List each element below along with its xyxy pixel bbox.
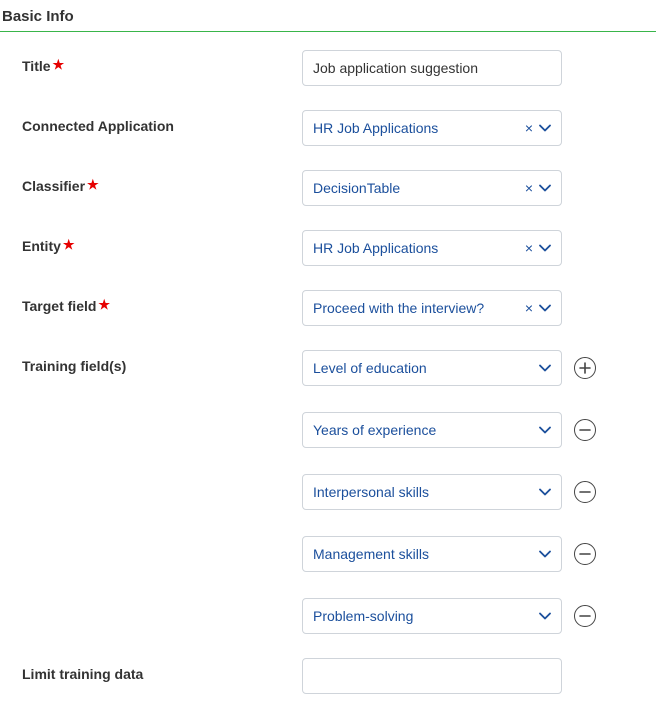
label-entity-text: Entity — [22, 238, 61, 254]
target-field-value: Proceed with the interview? — [313, 300, 525, 316]
label-target-field: Target field★ — [22, 290, 302, 315]
chevron-down-icon[interactable] — [539, 182, 551, 194]
section-title: Basic Info — [0, 0, 656, 31]
title-input-value: Job application suggestion — [313, 60, 478, 76]
chevron-down-icon[interactable] — [539, 302, 551, 314]
chevron-down-icon[interactable] — [539, 486, 551, 498]
clear-icon[interactable]: × — [525, 240, 533, 256]
label-limit-training-data: Limit training data — [22, 658, 302, 682]
label-classifier-text: Classifier — [22, 178, 85, 194]
remove-button[interactable] — [574, 419, 596, 441]
classifier-value: DecisionTable — [313, 180, 525, 196]
remove-button[interactable] — [574, 481, 596, 503]
remove-button[interactable] — [574, 605, 596, 627]
training-field-select[interactable]: Interpersonal skills — [302, 474, 562, 510]
classifier-select[interactable]: DecisionTable × — [302, 170, 562, 206]
clear-icon[interactable]: × — [525, 300, 533, 316]
chevron-down-icon[interactable] — [539, 610, 551, 622]
training-field-select[interactable]: Problem-solving — [302, 598, 562, 634]
training-field-select[interactable]: Management skills — [302, 536, 562, 572]
training-field-item: Interpersonal skills — [302, 474, 596, 510]
section-divider — [0, 31, 656, 32]
training-field-value: Level of education — [313, 360, 539, 376]
required-star-icon: ★ — [53, 57, 65, 72]
training-field-value: Management skills — [313, 546, 539, 562]
chevron-down-icon[interactable] — [539, 122, 551, 134]
target-field-select[interactable]: Proceed with the interview? × — [302, 290, 562, 326]
training-field-value: Years of experience — [313, 422, 539, 438]
training-field-item: Problem-solving — [302, 598, 596, 634]
row-limit-training-data: Limit training data — [0, 658, 656, 694]
training-field-item: Management skills — [302, 536, 596, 572]
entity-select[interactable]: HR Job Applications × — [302, 230, 562, 266]
label-connected-application: Connected Application — [22, 110, 302, 134]
required-star-icon: ★ — [98, 297, 110, 312]
row-target-field: Target field★ Proceed with the interview… — [0, 290, 656, 326]
limit-training-data-input[interactable] — [302, 658, 562, 694]
label-target-field-text: Target field — [22, 298, 96, 314]
row-title: Title★ Job application suggestion — [0, 50, 656, 86]
label-training-fields-text: Training field(s) — [22, 358, 126, 374]
training-field-select[interactable]: Years of experience — [302, 412, 562, 448]
label-training-fields: Training field(s) — [22, 350, 302, 374]
chevron-down-icon[interactable] — [539, 242, 551, 254]
required-star-icon: ★ — [63, 237, 75, 252]
row-connected-application: Connected Application HR Job Application… — [0, 110, 656, 146]
label-limit-training-data-text: Limit training data — [22, 666, 143, 682]
chevron-down-icon[interactable] — [539, 362, 551, 374]
training-field-item: Years of experience — [302, 412, 596, 448]
remove-button[interactable] — [574, 543, 596, 565]
label-classifier: Classifier★ — [22, 170, 302, 195]
connected-application-select[interactable]: HR Job Applications × — [302, 110, 562, 146]
training-field-item: Level of education — [302, 350, 596, 386]
required-star-icon: ★ — [87, 177, 99, 192]
row-classifier: Classifier★ DecisionTable × — [0, 170, 656, 206]
label-connected-application-text: Connected Application — [22, 118, 174, 134]
title-input[interactable]: Job application suggestion — [302, 50, 562, 86]
clear-icon[interactable]: × — [525, 180, 533, 196]
chevron-down-icon[interactable] — [539, 548, 551, 560]
row-entity: Entity★ HR Job Applications × — [0, 230, 656, 266]
chevron-down-icon[interactable] — [539, 424, 551, 436]
training-field-value: Interpersonal skills — [313, 484, 539, 500]
label-entity: Entity★ — [22, 230, 302, 255]
clear-icon[interactable]: × — [525, 120, 533, 136]
connected-application-value: HR Job Applications — [313, 120, 525, 136]
entity-value: HR Job Applications — [313, 240, 525, 256]
training-field-select[interactable]: Level of education — [302, 350, 562, 386]
add-button[interactable] — [574, 357, 596, 379]
label-title-text: Title — [22, 58, 51, 74]
row-training-fields: Training field(s) Level of education Yea… — [0, 350, 656, 634]
training-field-value: Problem-solving — [313, 608, 539, 624]
label-title: Title★ — [22, 50, 302, 75]
